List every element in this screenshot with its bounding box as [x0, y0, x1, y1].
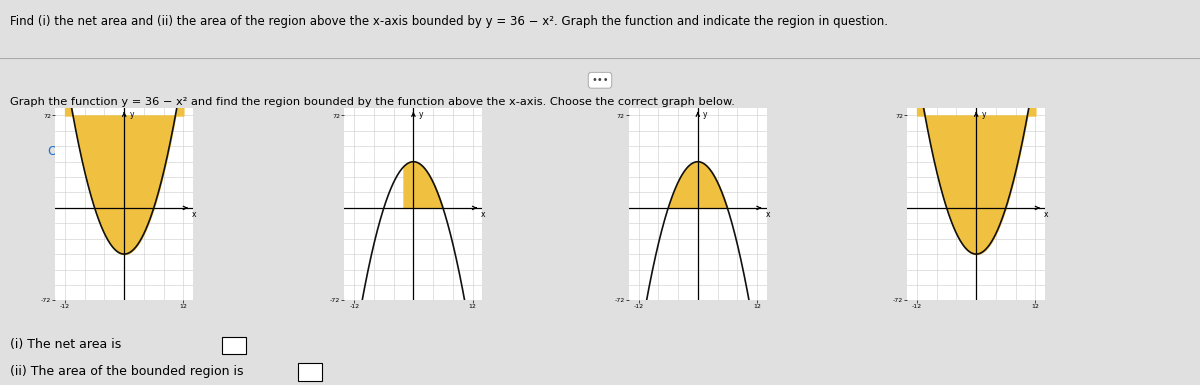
Text: O C.: O C.: [654, 145, 680, 158]
Text: y: y: [419, 110, 424, 119]
Text: x: x: [481, 210, 486, 219]
Text: O A.: O A.: [48, 145, 74, 158]
Text: y: y: [982, 110, 986, 119]
Text: (ii) The area of the bounded region is: (ii) The area of the bounded region is: [10, 365, 244, 378]
Text: x: x: [192, 210, 197, 219]
Text: y: y: [703, 110, 708, 119]
Text: y: y: [130, 110, 134, 119]
Text: •••: •••: [592, 75, 608, 85]
Text: O B.: O B.: [354, 145, 380, 158]
Text: x: x: [1044, 210, 1049, 219]
Text: (i) The net area is: (i) The net area is: [10, 338, 121, 351]
FancyBboxPatch shape: [222, 337, 246, 354]
Text: Find (i) the net area and (ii) the area of the region above the x-axis bounded b: Find (i) the net area and (ii) the area …: [10, 15, 888, 28]
Text: O D.: O D.: [930, 145, 958, 158]
FancyBboxPatch shape: [298, 363, 322, 381]
Text: x: x: [766, 210, 770, 219]
Text: Graph the function y = 36 − x² and find the region bounded by the function above: Graph the function y = 36 − x² and find …: [10, 97, 734, 107]
